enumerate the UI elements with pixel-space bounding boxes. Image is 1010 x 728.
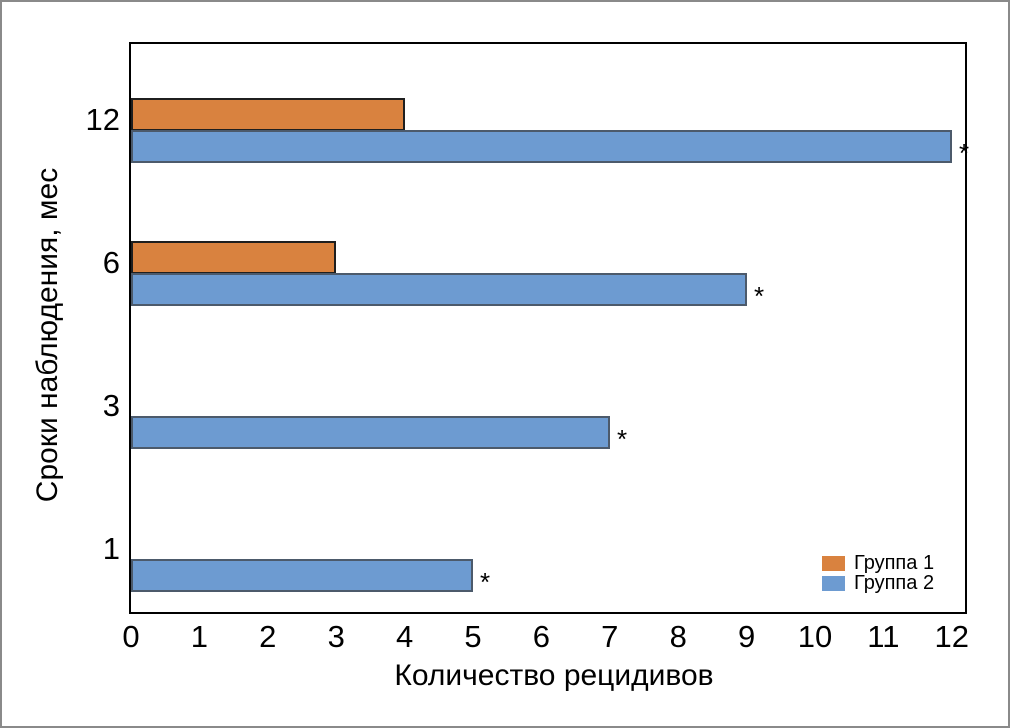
significance-asterisk-12m: * (959, 130, 970, 168)
asterisk-glyph: * (959, 137, 970, 168)
legend: Группа 1 Группа 2 (822, 553, 934, 593)
bar-series2-6m (131, 273, 747, 306)
asterisk-glyph: * (617, 423, 628, 454)
x-axis-title: Количество рецидивов (394, 659, 714, 692)
x-tick-2: 2 (259, 619, 277, 654)
x-tick-0: 0 (122, 619, 140, 654)
bar-series1-6m (131, 241, 336, 274)
x-tick-12: 12 (934, 619, 970, 654)
legend-item-group2: Группа 2 (822, 573, 934, 593)
asterisk-glyph: * (754, 280, 765, 311)
significance-asterisk-3m: * (617, 416, 628, 454)
x-tick-1: 1 (190, 619, 209, 654)
x-tick-7: 7 (601, 619, 619, 654)
bar-series2-12m (131, 130, 952, 163)
bar-series2-3m (131, 416, 610, 449)
x-tick-10: 10 (797, 619, 833, 654)
y-tick-3m: 3 (102, 388, 120, 423)
plot-inner: * * * * (131, 44, 969, 612)
significance-asterisk-6m: * (754, 273, 765, 311)
x-tick-4: 4 (395, 619, 414, 654)
x-tick-11: 11 (867, 619, 900, 654)
y-tick-12m: 12 (85, 102, 120, 137)
significance-asterisk-1m: * (480, 559, 491, 597)
asterisk-glyph: * (480, 566, 491, 597)
y-tick-6m: 6 (102, 245, 120, 280)
y-tick-1m: 1 (102, 531, 120, 566)
y-axis-tick-labels: 12 6 3 1 (2, 42, 120, 614)
legend-label-group1: Группа 1 (854, 552, 935, 574)
bar-series2-1m (131, 559, 473, 592)
x-tick-3: 3 (327, 619, 345, 654)
x-axis-tick-labels: 0 1 2 3 4 5 6 7 8 9 10 11 12 (122, 619, 969, 656)
bar-series1-12m (131, 98, 405, 131)
legend-label-group2: Группа 2 (854, 572, 935, 594)
legend-swatch-group1 (822, 555, 845, 571)
x-tick-8: 8 (669, 619, 687, 654)
x-tick-5: 5 (464, 619, 482, 654)
legend-item-group1: Группа 1 (822, 553, 934, 573)
plot-area: * * * * (129, 42, 969, 614)
x-tick-9: 9 (737, 619, 756, 654)
x-tick-6: 6 (532, 619, 551, 654)
legend-swatch-group2 (822, 575, 845, 591)
y-axis-title: Сроки наблюдения, мес (31, 167, 64, 503)
